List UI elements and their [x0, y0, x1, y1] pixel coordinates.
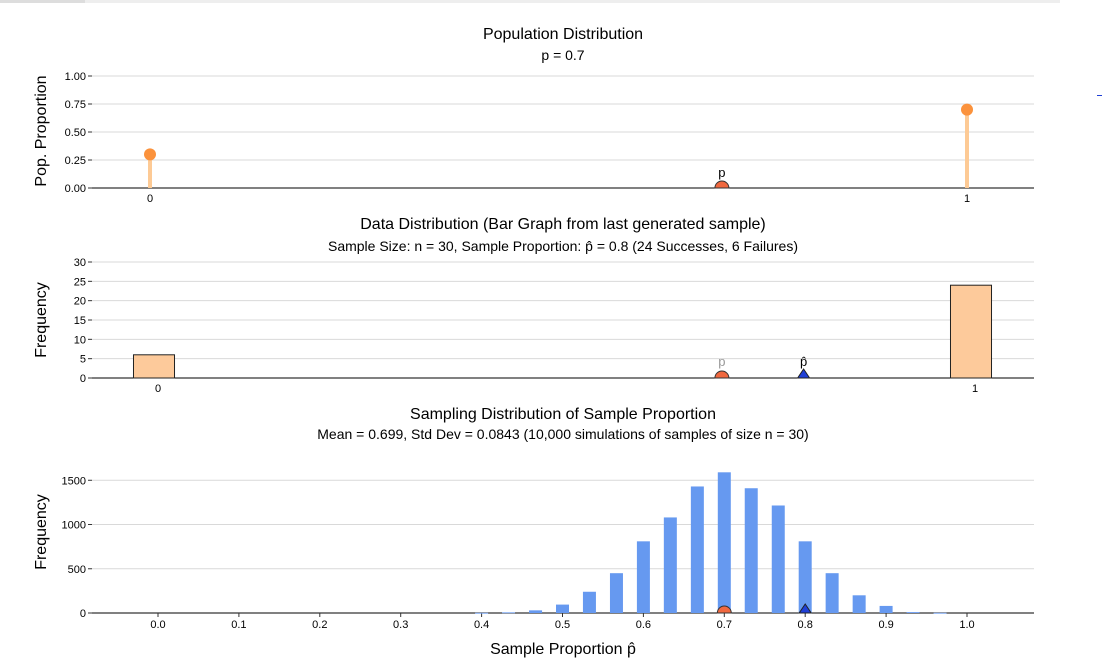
panel3-y-axis-label: Frequency: [33, 494, 50, 570]
panel-sampling: Sampling Distribution of Sample Proporti…: [33, 406, 1034, 658]
p3-p-marker: [716, 605, 732, 614]
p1-xtick-label: 0: [147, 193, 153, 205]
p2-ytick-label: 20: [74, 296, 86, 308]
panel-population: Population Distribution p = 0.7 Pop. Pro…: [33, 26, 1034, 205]
p1-p-marker: [714, 180, 730, 189]
p1-ytick-label: 0.25: [65, 155, 86, 167]
p3-bar: [636, 541, 650, 613]
p2-phat-marker: [796, 368, 811, 379]
p3-xtick-label: 0.1: [231, 619, 246, 631]
p2-xtick-label: 0: [155, 383, 161, 395]
p2-bar: [949, 284, 993, 379]
stray-mark: [1097, 95, 1102, 96]
p3-bar: [690, 486, 704, 613]
p1-ytick-label: 0.75: [65, 99, 86, 111]
p3-bar: [609, 573, 623, 613]
p1-ytick-label: 0.00: [65, 183, 86, 195]
p3-xtick-label: 0.0: [150, 619, 165, 631]
p3-bar: [475, 612, 489, 614]
p1-ytick-label: 0.50: [65, 127, 86, 139]
p2-ytick-label: 30: [74, 257, 86, 269]
p1-point: [144, 148, 156, 161]
panel1-y-axis-label: Pop. Proportion: [33, 75, 50, 186]
p3-bar: [556, 604, 569, 613]
p2-phat-marker-label: p̂: [800, 354, 807, 369]
p3-xtick-label: 0.9: [878, 619, 893, 631]
p3-bar: [582, 591, 596, 613]
p3-bar: [852, 595, 866, 613]
p3-xtick-label: 0.8: [798, 619, 813, 631]
p2-ytick-label: 5: [80, 354, 86, 366]
p3-xtick-label: 0.3: [393, 619, 408, 631]
panel3-x-axis-label: Sample Proportion p̂: [490, 641, 636, 658]
p3-xtick-label: 0.7: [717, 619, 732, 631]
panel2-y-axis-label: Frequency: [33, 282, 50, 358]
panel2-title: Data Distribution (Bar Graph from last g…: [360, 216, 766, 233]
p3-bar: [825, 573, 839, 613]
p3-xtick-label: 0.2: [312, 619, 327, 631]
p3-xtick-label: 1.0: [959, 619, 974, 631]
panel-data: Data Distribution (Bar Graph from last g…: [33, 216, 1034, 395]
panel3-title: Sampling Distribution of Sample Proporti…: [410, 406, 716, 423]
p1-p-marker-label: p: [718, 165, 725, 180]
p2-ytick-label: 10: [74, 334, 86, 346]
panel1-title: Population Distribution: [483, 26, 643, 43]
p3-phat-marker: [798, 603, 813, 614]
panel2-subtitle: Sample Size: n = 30, Sample Proportion: …: [328, 238, 798, 254]
p1-point: [961, 103, 973, 116]
p3-bar: [933, 612, 947, 614]
p3-bar: [744, 488, 758, 613]
p2-ytick-label: 25: [74, 276, 86, 288]
p3-bar: [771, 505, 785, 613]
p2-ytick-label: 0: [80, 373, 86, 385]
top-tab-strip: [0, 0, 1060, 3]
p3-ytick-label: 0: [80, 608, 86, 620]
panel1-subtitle: p = 0.7: [541, 47, 584, 63]
p2-ytick-label: 15: [74, 315, 86, 327]
p3-bar: [502, 612, 516, 614]
p3-bar: [717, 472, 731, 613]
p3-bar: [798, 541, 812, 613]
p3-xtick-label: 0.4: [474, 619, 489, 631]
p3-ytick-label: 1500: [62, 475, 86, 487]
p2-xtick-label: 1: [972, 383, 978, 395]
p1-ytick-label: 1.00: [65, 71, 86, 83]
p3-bar: [879, 605, 893, 613]
p1-xtick-label: 1: [964, 193, 970, 205]
p2-p-marker-label: p: [718, 354, 725, 369]
p2-bar: [132, 354, 176, 379]
p3-bar: [663, 517, 677, 613]
p2-p-marker: [714, 370, 730, 379]
p3-bar: [906, 612, 920, 613]
p3-xtick-label: 0.6: [636, 619, 651, 631]
active-tab[interactable]: [0, 0, 85, 3]
p3-bar: [529, 610, 543, 613]
p3-xtick-label: 0.5: [555, 619, 570, 631]
p3-ytick-label: 500: [68, 564, 86, 576]
panel3-subtitle: Mean = 0.699, Std Dev = 0.0843 (10,000 s…: [317, 426, 808, 442]
p3-ytick-label: 1000: [62, 520, 86, 532]
